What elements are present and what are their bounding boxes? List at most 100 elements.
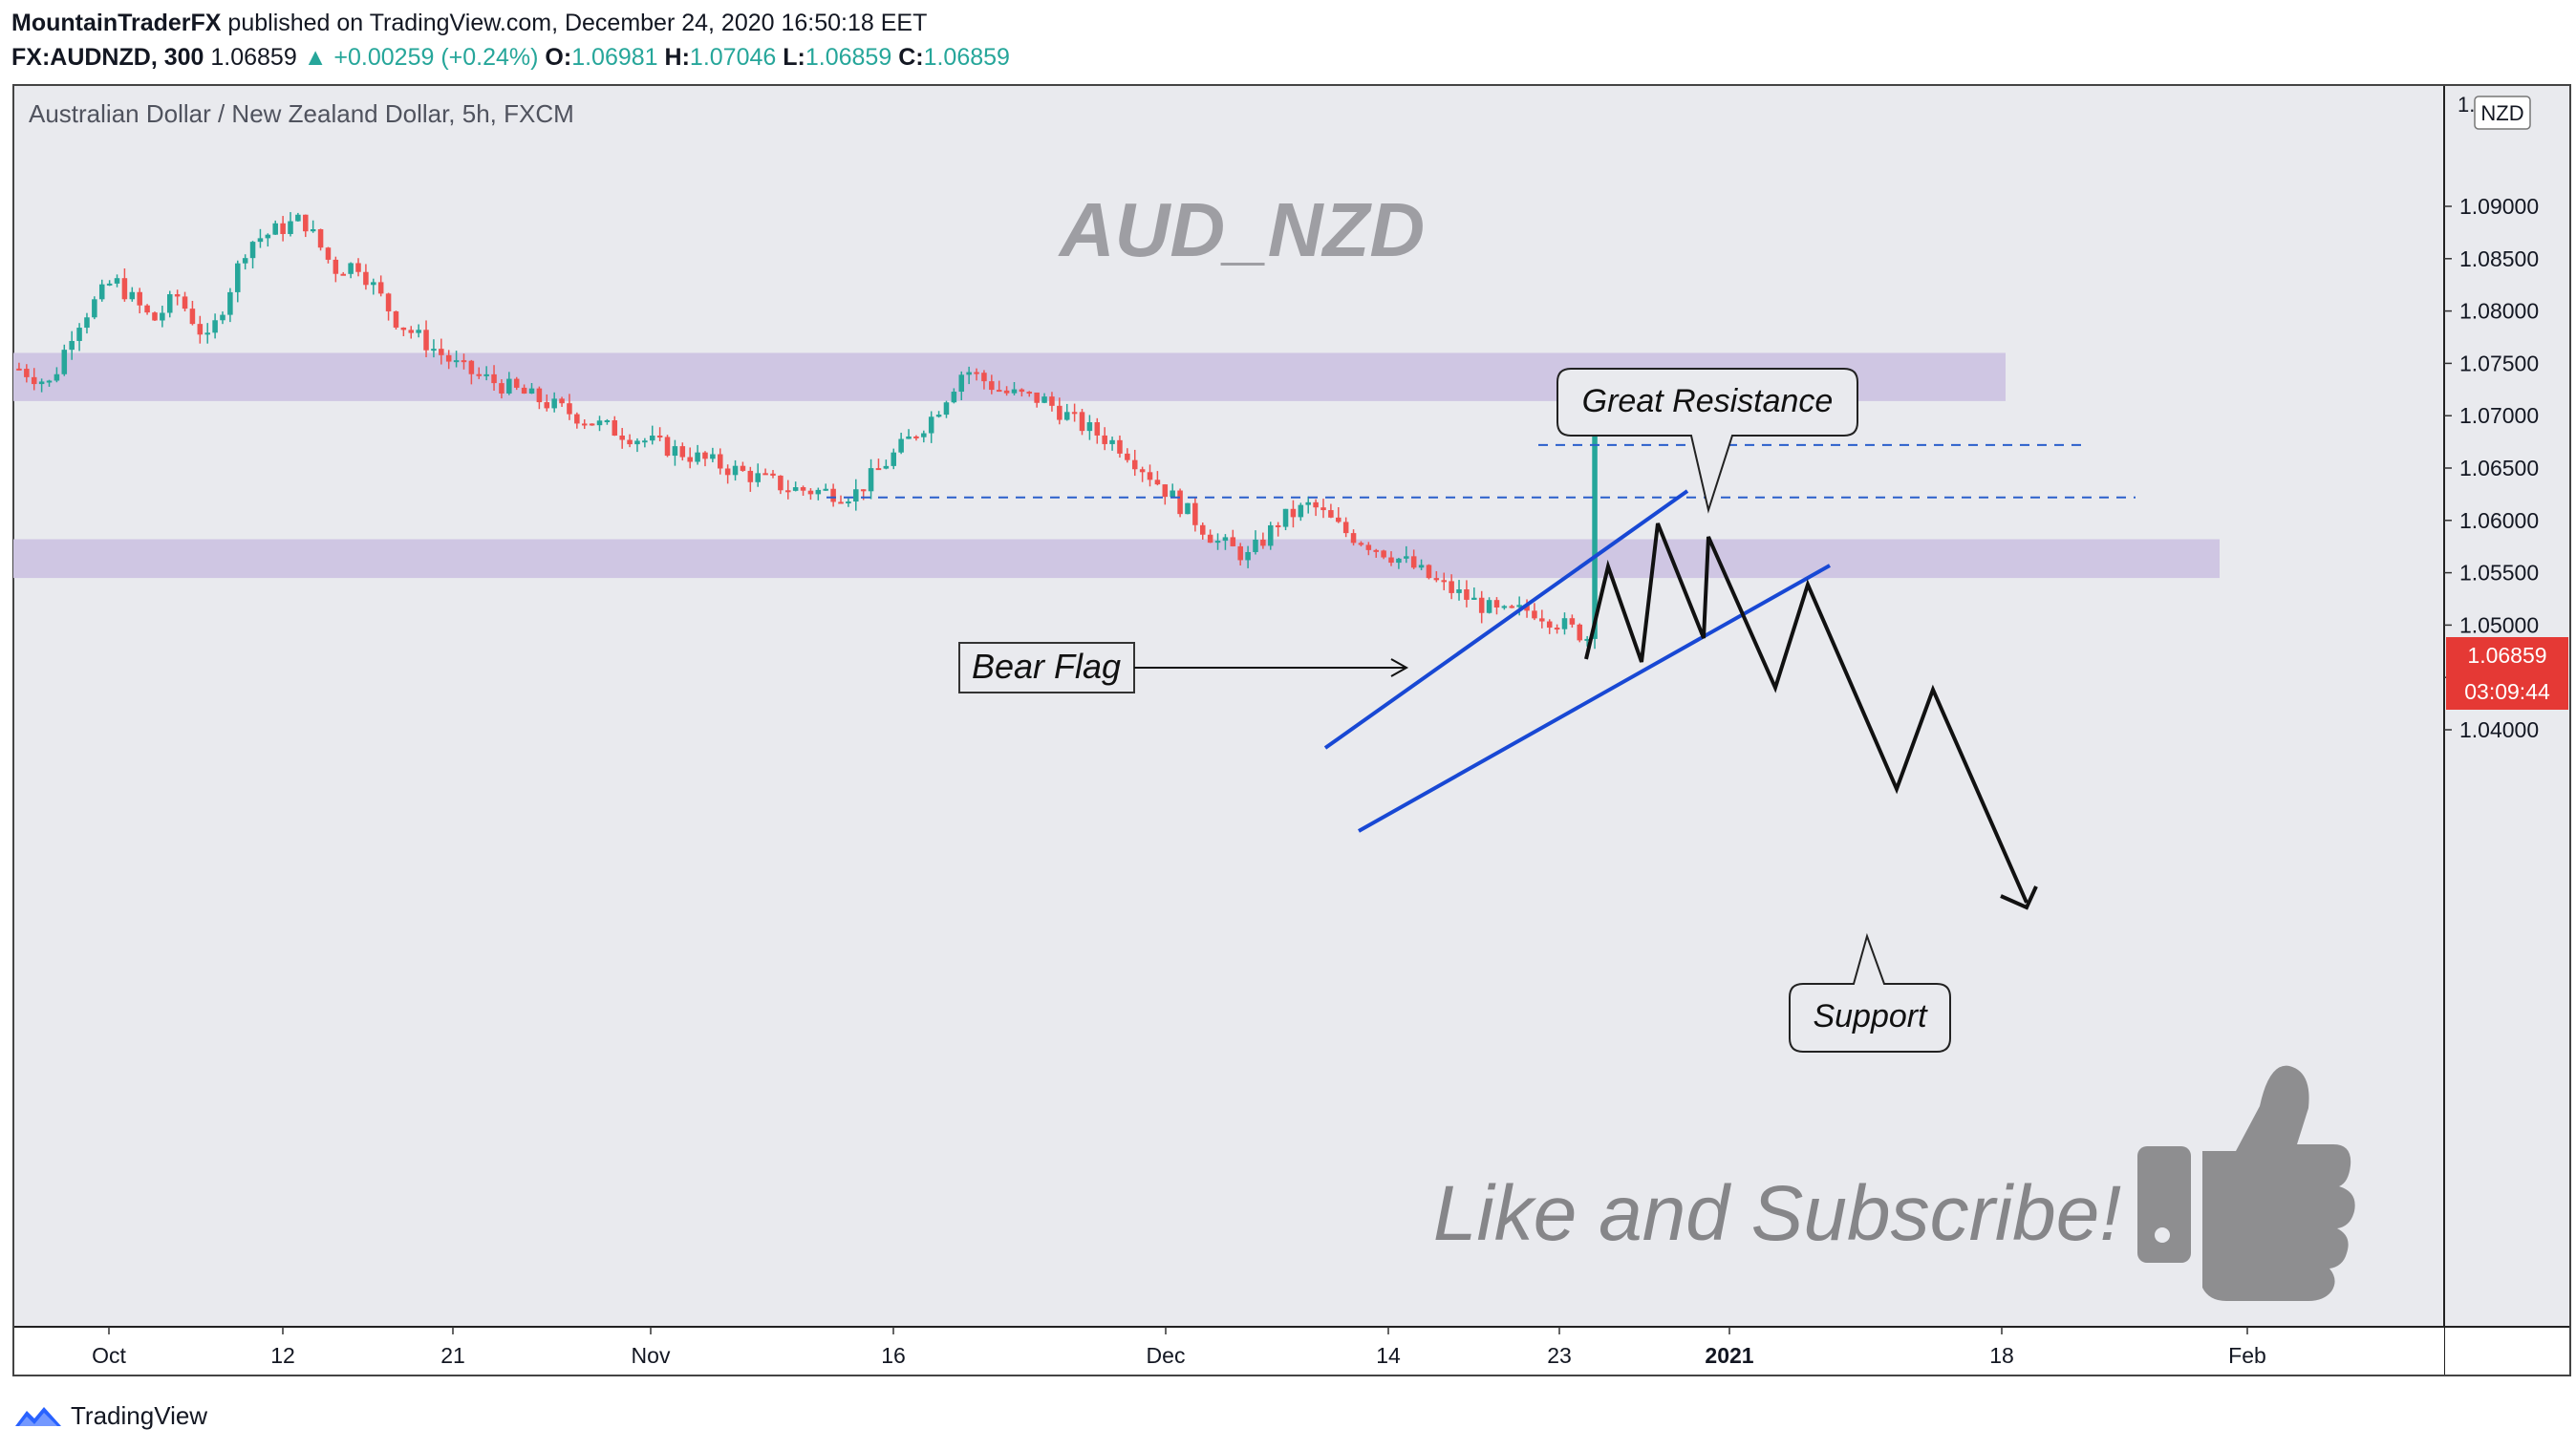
candle-body[interactable] [1305, 501, 1311, 505]
candle-body[interactable] [1546, 621, 1553, 629]
candle-body[interactable] [1154, 480, 1161, 485]
candle-body[interactable] [144, 305, 150, 313]
candle-body[interactable] [1094, 422, 1101, 436]
candle-body[interactable] [778, 475, 784, 491]
candle-body[interactable] [883, 465, 890, 469]
candle-body[interactable] [860, 489, 867, 492]
candle-body[interactable] [1253, 539, 1258, 552]
candle-body[interactable] [1063, 412, 1070, 420]
candle-body[interactable] [1011, 389, 1018, 394]
candle-body[interactable] [1019, 389, 1025, 393]
candle-body[interactable] [604, 420, 611, 423]
candle-body[interactable] [280, 223, 286, 234]
candle-body[interactable] [220, 314, 225, 321]
candle-body[interactable] [1117, 439, 1123, 454]
candle-body[interactable] [400, 327, 407, 331]
symbol-name[interactable]: FX:AUDNZD, 300 [11, 44, 204, 71]
candle-body[interactable] [1433, 578, 1440, 581]
candle-body[interactable] [121, 278, 128, 300]
candle-body[interactable] [891, 452, 897, 466]
resistance-callout[interactable] [1556, 368, 1858, 514]
candle-body[interactable] [513, 378, 520, 388]
candle-body[interactable] [1577, 624, 1583, 641]
candle-body[interactable] [76, 328, 82, 341]
candle-body[interactable] [295, 214, 301, 222]
candle-body[interactable] [792, 487, 799, 491]
candle-body[interactable] [1328, 510, 1334, 518]
candle-body[interactable] [1509, 606, 1515, 608]
bear-flag-box[interactable] [958, 642, 1135, 693]
candle-body[interactable] [257, 238, 264, 243]
tradingview-brand[interactable]: TradingView [13, 1397, 207, 1435]
candle-body[interactable] [830, 488, 836, 502]
candle-body[interactable] [581, 423, 588, 426]
candle-body[interactable] [483, 373, 489, 376]
candle-body[interactable] [740, 465, 746, 471]
candle-body[interactable] [951, 392, 957, 403]
candle-body[interactable] [355, 263, 361, 272]
candle-body[interactable] [333, 259, 339, 274]
candle-body[interactable] [958, 374, 965, 393]
candle-body[interactable] [54, 373, 60, 381]
candle-body[interactable] [679, 446, 686, 458]
candle-body[interactable] [687, 457, 693, 462]
candle-body[interactable] [823, 488, 828, 491]
candle-body[interactable] [152, 312, 158, 321]
candle-body[interactable] [627, 439, 633, 445]
candle-body[interactable] [875, 468, 882, 471]
candle-body[interactable] [16, 368, 22, 371]
candle-body[interactable] [1532, 610, 1537, 619]
candle-body[interactable] [724, 468, 731, 476]
candle-body[interactable] [1410, 556, 1417, 568]
candle-body[interactable] [1230, 537, 1236, 546]
candle-body[interactable] [612, 420, 618, 436]
candle-body[interactable] [182, 296, 188, 309]
candle-body[interactable] [461, 360, 467, 363]
candle-body[interactable] [536, 388, 543, 403]
candle-body[interactable] [672, 446, 678, 457]
candle-body[interactable] [377, 282, 384, 294]
candle-body[interactable] [445, 354, 452, 362]
time-axis[interactable] [13, 1328, 2444, 1375]
candle-body[interactable] [212, 320, 218, 333]
candle-body[interactable] [1404, 556, 1409, 559]
candle-body[interactable] [770, 473, 776, 476]
candle-body[interactable] [815, 489, 822, 495]
candle-body[interactable] [1222, 537, 1229, 542]
candle-body[interactable] [227, 291, 233, 315]
candle-body[interactable] [928, 416, 934, 434]
candle-body[interactable] [1086, 422, 1093, 432]
currency-badge[interactable] [2474, 96, 2531, 130]
candle-body[interactable] [303, 214, 309, 232]
candle-body[interactable] [1418, 565, 1425, 568]
candle-body[interactable] [189, 309, 196, 325]
candle-body[interactable] [1185, 502, 1191, 515]
candle-body[interactable] [695, 452, 700, 462]
candle-body[interactable] [717, 454, 723, 469]
candle-body[interactable] [898, 438, 904, 453]
candle-body[interactable] [476, 373, 483, 376]
candle-body[interactable] [363, 271, 369, 286]
candle-body[interactable] [1554, 628, 1560, 630]
candle-body[interactable] [348, 263, 354, 274]
candle-body[interactable] [1275, 524, 1281, 527]
candle-body[interactable] [1079, 412, 1085, 432]
candle-body[interactable] [755, 473, 761, 482]
candle-body[interactable] [989, 381, 995, 391]
candle-body[interactable] [1214, 541, 1221, 544]
candle-body[interactable] [197, 324, 204, 335]
candle-body[interactable] [1071, 412, 1078, 415]
candle-body[interactable] [38, 381, 45, 385]
candle-body[interactable] [499, 383, 504, 394]
candle-body[interactable] [996, 390, 1002, 393]
candle-body[interactable] [1207, 534, 1213, 544]
candle-body[interactable] [439, 349, 444, 355]
candle-body[interactable] [1298, 504, 1304, 518]
candle-body[interactable] [966, 372, 972, 375]
candle-body[interactable] [974, 372, 979, 374]
candle-body[interactable] [288, 221, 293, 234]
candle-body[interactable] [1057, 405, 1063, 420]
candle-body[interactable] [664, 437, 671, 457]
candle-body[interactable] [981, 373, 987, 382]
candle-body[interactable] [559, 398, 565, 404]
